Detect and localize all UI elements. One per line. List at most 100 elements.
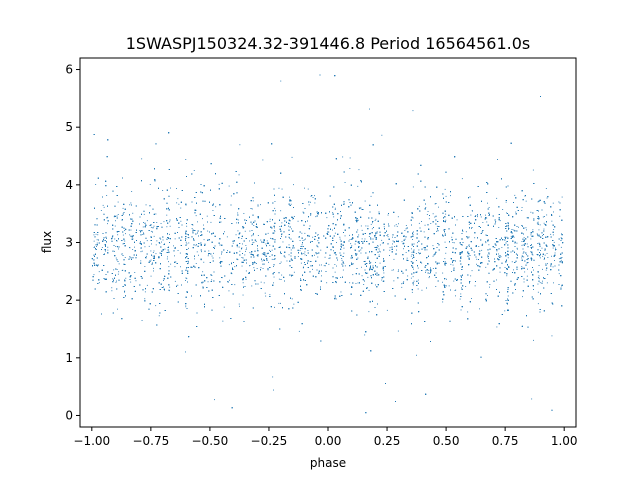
- data-point: [342, 156, 344, 158]
- data-point: [96, 246, 97, 247]
- data-point: [117, 234, 119, 236]
- data-point: [513, 269, 514, 271]
- data-point: [146, 240, 148, 242]
- data-point: [539, 257, 541, 259]
- data-point: [357, 185, 359, 187]
- data-point: [300, 262, 302, 264]
- data-point: [539, 282, 541, 284]
- data-point: [523, 256, 525, 258]
- data-point: [146, 220, 148, 222]
- data-point: [223, 306, 225, 308]
- data-point: [510, 235, 512, 237]
- data-point: [227, 250, 228, 252]
- data-point: [100, 210, 102, 211]
- data-point: [292, 218, 294, 220]
- data-point: [125, 233, 126, 235]
- data-point: [382, 281, 384, 282]
- data-point: [174, 238, 176, 240]
- data-point: [410, 261, 412, 262]
- data-point: [326, 282, 328, 284]
- data-point: [303, 253, 305, 254]
- data-point: [93, 234, 95, 236]
- data-point: [231, 273, 233, 275]
- data-point: [521, 257, 523, 259]
- data-point: [206, 215, 208, 217]
- data-point: [515, 211, 517, 213]
- data-point: [304, 187, 305, 189]
- data-point: [396, 225, 398, 227]
- data-point: [272, 376, 274, 378]
- data-point: [273, 266, 274, 267]
- data-point: [118, 263, 120, 265]
- data-point: [242, 243, 243, 245]
- data-point: [492, 269, 494, 270]
- data-point: [554, 252, 556, 254]
- data-point: [142, 226, 144, 228]
- data-point: [186, 278, 188, 280]
- data-point: [336, 265, 337, 267]
- data-point: [334, 207, 336, 209]
- data-point: [185, 238, 186, 240]
- data-point: [413, 280, 415, 282]
- data-point: [425, 271, 426, 273]
- data-point: [238, 246, 240, 248]
- data-point: [349, 234, 350, 236]
- data-point: [333, 252, 335, 254]
- data-point: [306, 255, 307, 256]
- data-point: [290, 258, 292, 260]
- data-point: [370, 195, 372, 197]
- data-point: [485, 214, 486, 216]
- data-point: [95, 233, 97, 235]
- data-point: [395, 224, 397, 226]
- data-point: [280, 210, 282, 212]
- data-point: [211, 275, 213, 276]
- data-point: [251, 208, 253, 210]
- data-point: [219, 257, 221, 259]
- data-point: [498, 253, 499, 255]
- data-point: [261, 260, 263, 262]
- data-point: [236, 222, 238, 224]
- data-point: [255, 240, 257, 242]
- data-point: [412, 239, 413, 240]
- data-point: [242, 294, 244, 296]
- data-point: [130, 229, 132, 231]
- data-point: [358, 234, 360, 236]
- data-point: [374, 220, 376, 221]
- data-point: [207, 281, 209, 283]
- data-point: [260, 239, 262, 241]
- data-point: [367, 276, 369, 278]
- data-point: [416, 238, 418, 239]
- data-point: [526, 259, 528, 260]
- data-point: [343, 247, 345, 249]
- data-point: [335, 298, 337, 300]
- data-point: [169, 225, 171, 227]
- data-point: [401, 283, 403, 285]
- data-point: [265, 243, 267, 245]
- data-point: [272, 238, 274, 240]
- data-point: [398, 241, 399, 243]
- data-point: [166, 258, 168, 260]
- data-point: [307, 260, 309, 261]
- data-point: [372, 222, 373, 224]
- data-point: [237, 219, 239, 221]
- data-point: [268, 261, 269, 263]
- data-point: [281, 188, 283, 190]
- data-point: [174, 280, 176, 282]
- data-point: [135, 280, 137, 282]
- data-point: [122, 243, 124, 245]
- data-point: [351, 245, 353, 247]
- data-point: [542, 280, 543, 282]
- data-point: [97, 234, 99, 236]
- data-point: [367, 225, 369, 227]
- data-point: [444, 241, 446, 243]
- data-point: [129, 234, 131, 236]
- data-point: [465, 231, 467, 233]
- data-point: [377, 245, 379, 247]
- data-point: [180, 207, 182, 209]
- data-point: [129, 204, 131, 206]
- data-point: [397, 330, 399, 332]
- data-point: [487, 254, 489, 256]
- data-point: [328, 263, 330, 265]
- data-point: [238, 174, 240, 176]
- data-point: [393, 258, 395, 260]
